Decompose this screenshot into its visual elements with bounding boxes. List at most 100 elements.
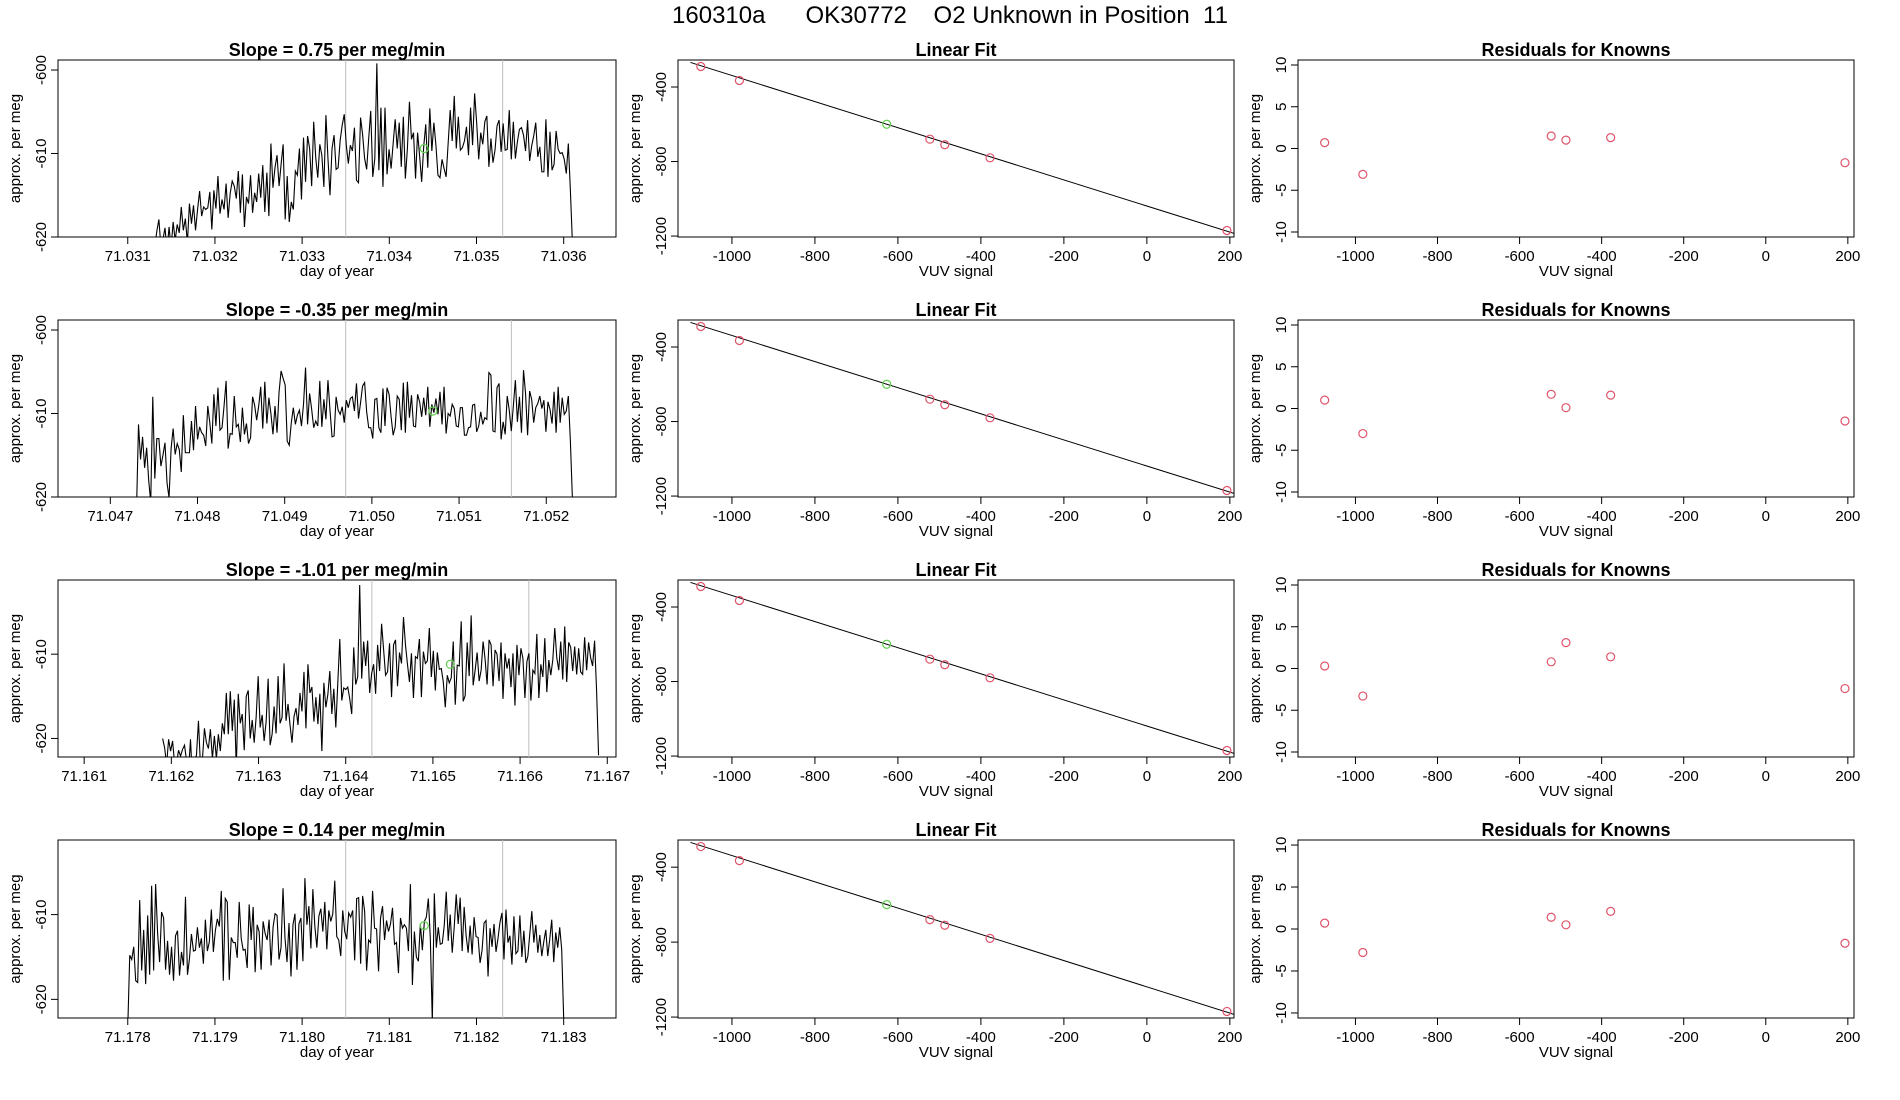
x-tick-label: 71.048 (175, 508, 221, 525)
x-tick-label: -400 (966, 508, 996, 525)
fit-line (690, 61, 1234, 234)
y-tick-label: -1200 (653, 217, 670, 255)
residual-point (1561, 135, 1571, 145)
x-tick-label: 71.165 (410, 768, 456, 785)
fit-line (690, 841, 1234, 1015)
known-point (696, 321, 706, 332)
plot-frame (1297, 319, 1855, 498)
x-tick-label: -1000 (713, 1029, 751, 1046)
x-tick-label: 71.164 (323, 768, 369, 785)
x-tick-label: 71.034 (366, 248, 412, 265)
y-tick-label: 10 (1273, 837, 1290, 854)
unknown-point (882, 119, 892, 129)
x-tick-label: -1000 (713, 508, 751, 525)
x-tick-label: -200 (1669, 508, 1699, 525)
y-axis-label: approx. per meg (1247, 874, 1264, 983)
timeseries-panel-2: Slope = -0.35 per meg/min 71.047 71.048 71.… (7, 300, 617, 540)
panel-title: Linear Fit (915, 300, 996, 320)
unknown-mean-point (419, 921, 429, 931)
y-axis-label: approx. per meg (1247, 94, 1264, 203)
panel-title: Slope = -1.01 per meg/min (226, 560, 449, 580)
x-tick-label: -400 (966, 768, 996, 785)
plot-frame (677, 579, 1235, 758)
plot-frame (677, 319, 1235, 498)
x-tick-label: -1000 (1336, 768, 1374, 785)
known-point (925, 134, 935, 144)
x-tick-label: -1000 (713, 768, 751, 785)
x-tick-label: -1000 (1336, 1029, 1374, 1046)
x-tick-label: -600 (883, 1029, 913, 1046)
x-tick-label: -600 (1505, 1029, 1535, 1046)
x-tick-label: -200 (1049, 1029, 1079, 1046)
x-axis-label: VUV signal (919, 263, 993, 280)
y-tick-label: 0 (1273, 664, 1290, 672)
y-tick-label: -10 (1273, 481, 1290, 503)
x-tick-label: -200 (1049, 508, 1079, 525)
y-tick-label: -1200 (653, 737, 670, 775)
known-point (734, 75, 745, 86)
known-point (925, 654, 935, 664)
residual-point (1606, 390, 1616, 400)
signal-series-line (155, 63, 573, 237)
residual-point (1320, 918, 1330, 928)
known-point (925, 915, 935, 925)
x-tick-label: -400 (966, 1029, 996, 1046)
y-tick-label: -610 (33, 900, 50, 930)
signal-series-line (136, 367, 573, 497)
y-tick-label: -800 (653, 407, 670, 437)
y-tick-label: 5 (1273, 623, 1290, 631)
residual-point (1606, 133, 1616, 143)
x-axis-label: day of year (300, 263, 374, 280)
x-tick-label: -800 (800, 248, 830, 265)
x-tick-label: 200 (1217, 248, 1242, 265)
y-tick-label: -400 (653, 852, 670, 882)
residual-point (1320, 395, 1330, 405)
x-axis-label: day of year (300, 783, 374, 800)
y-tick-label: -400 (653, 592, 670, 622)
timeseries-panel-4: Slope = 0.14 per meg/min 71.178 71.179 71.1… (7, 820, 617, 1061)
x-tick-label: -1000 (713, 248, 751, 265)
x-tick-label: -800 (1422, 248, 1452, 265)
residual-point (1561, 403, 1571, 413)
x-tick-label: 71.035 (454, 248, 500, 265)
x-tick-label: -200 (1669, 768, 1699, 785)
y-tick-label: -10 (1273, 741, 1290, 763)
x-tick-label: 71.163 (236, 768, 282, 785)
y-tick-label: -620 (33, 723, 50, 753)
residual-point (1546, 912, 1556, 922)
plot-frame (57, 319, 617, 498)
known-point (985, 413, 995, 423)
x-tick-label: 71.178 (105, 1029, 151, 1046)
x-tick-label: -400 (1587, 768, 1617, 785)
y-tick-label: -620 (33, 984, 50, 1014)
panel-title: Linear Fit (915, 560, 996, 580)
y-tick-label: -600 (33, 55, 50, 85)
x-tick-label: 71.181 (366, 1029, 412, 1046)
x-tick-label: -800 (800, 508, 830, 525)
y-axis-label: approx. per meg (7, 614, 24, 723)
x-tick-label: 71.052 (523, 508, 569, 525)
x-tick-label: 71.182 (454, 1029, 500, 1046)
linear-fit-panel-3: Linear Fit -1000 -800 -600 -400 -200 0 200 VUV s… (627, 560, 1242, 800)
x-axis-label: VUV signal (919, 523, 993, 540)
residual-point (1358, 691, 1368, 701)
x-tick-label: -600 (883, 508, 913, 525)
y-tick-label: 5 (1273, 883, 1290, 891)
known-point (1222, 745, 1232, 756)
y-tick-label: -800 (653, 927, 670, 957)
unknown-point (882, 900, 892, 910)
known-point (696, 841, 706, 852)
x-tick-label: 71.033 (279, 248, 325, 265)
x-tick-label: -400 (966, 248, 996, 265)
y-tick-label: -5 (1273, 964, 1290, 977)
x-tick-label: -200 (1669, 1029, 1699, 1046)
known-point (1222, 1006, 1232, 1017)
x-tick-label: 71.031 (105, 248, 151, 265)
known-point (1222, 225, 1232, 236)
y-tick-label: 5 (1273, 363, 1290, 371)
residual-point (1840, 683, 1850, 694)
y-axis-label: approx. per meg (627, 874, 644, 983)
y-tick-label: 0 (1273, 144, 1290, 152)
panel-title: Residuals for Knowns (1481, 40, 1670, 60)
